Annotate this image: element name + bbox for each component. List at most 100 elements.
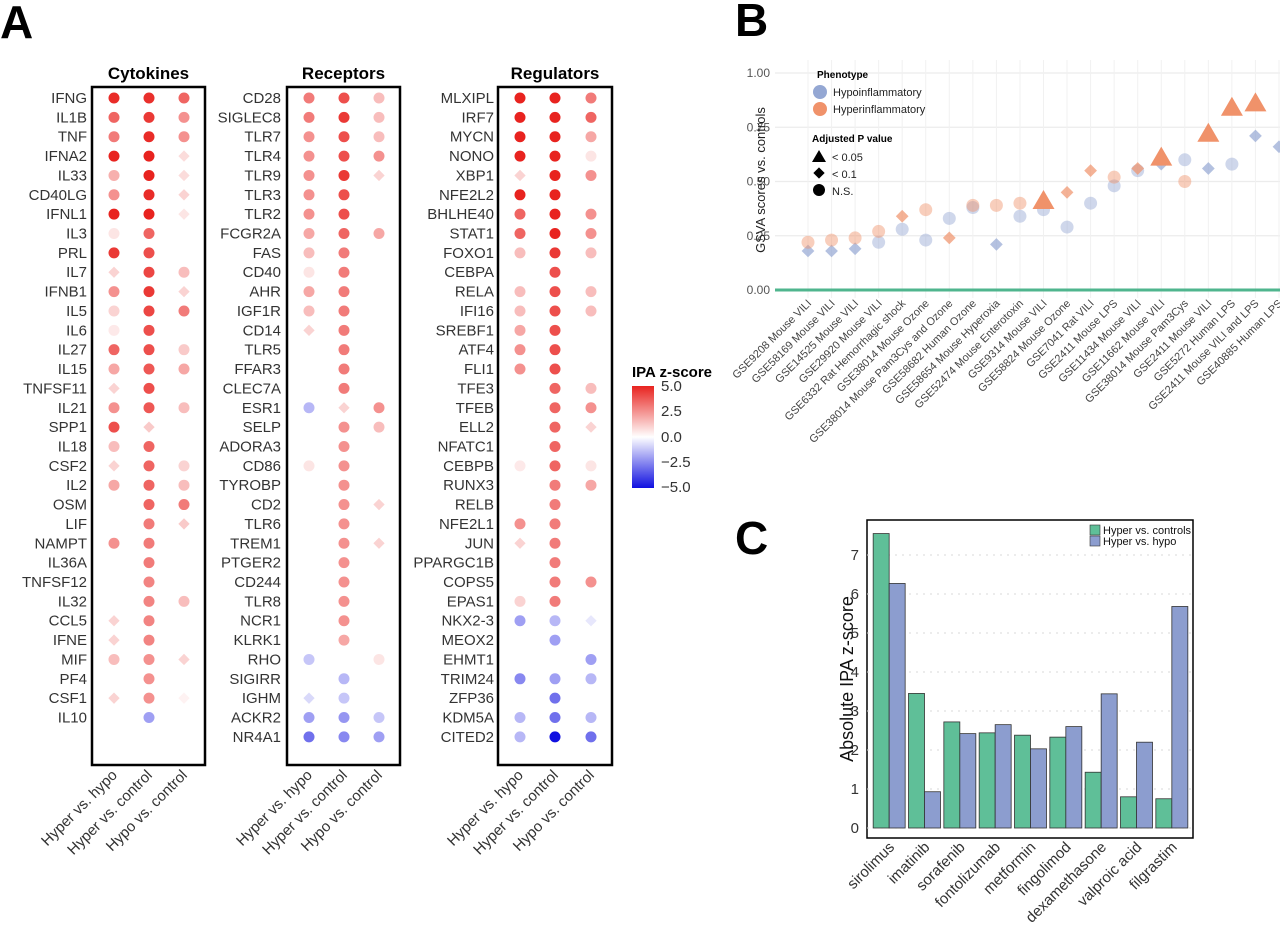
dot-csf1-hyper-vs-control — [143, 692, 155, 704]
dot-xbp1-hypo-vs-control — [585, 169, 597, 181]
point-hypoinflammatory-13 — [1107, 179, 1121, 193]
dot-irf7-hypo-vs-control — [585, 111, 597, 123]
y-tick-label-c-5: 5 — [851, 625, 859, 642]
dot-trim24-hypo-vs-control — [585, 673, 597, 685]
row-label-cd40: CD40 — [243, 264, 281, 281]
row-label-ifi16: IFI16 — [460, 303, 494, 320]
bar-hyper-vs-hypo-metformin — [1030, 748, 1047, 829]
row-label-cebpb: CEBPB — [443, 458, 494, 475]
dot-tlr4-hyper-vs-control — [338, 150, 350, 162]
dot-ccl5-hyper-vs-control — [143, 615, 155, 627]
row-label-tlr3: TLR3 — [244, 187, 281, 204]
row-label-trim24: TRIM24 — [441, 671, 494, 688]
dot-nr4a1-hyper-vs-control — [338, 731, 350, 743]
dot-ifna2-hypo-vs-control — [178, 150, 190, 162]
dot-csf1-hyper-vs-hypo — [108, 692, 120, 704]
dot-ifi16-hyper-vs-control — [549, 305, 561, 317]
dot-tnf-hypo-vs-control — [178, 131, 190, 143]
dot-il6-hyper-vs-hypo — [108, 324, 120, 336]
dot-cd86-hyper-vs-control — [338, 460, 350, 472]
y-tick-label-c-4: 4 — [851, 664, 859, 681]
dot-ighm-hyper-vs-hypo — [303, 692, 315, 704]
row-label-xbp1: XBP1 — [456, 167, 494, 184]
dot-tlr7-hypo-vs-control — [373, 131, 385, 143]
dot-mycn-hypo-vs-control — [585, 131, 597, 143]
dot-nr4a1-hyper-vs-hypo — [303, 731, 315, 743]
dot-osm-hyper-vs-control — [143, 499, 155, 511]
row-label-il18: IL18 — [58, 438, 87, 455]
row-label-adora3: ADORA3 — [219, 438, 281, 455]
bar-hyper-vs-controls-imatinib — [908, 693, 925, 829]
row-label-cd244: CD244 — [234, 574, 281, 591]
dot-igf1r-hyper-vs-hypo — [303, 305, 315, 317]
dot-il1b-hyper-vs-control — [143, 111, 155, 123]
dot-cd2-hyper-vs-control — [338, 499, 350, 511]
point-hypoinflammatory-6 — [942, 211, 956, 225]
dot-cd28-hyper-vs-hypo — [303, 92, 315, 104]
dot-cited2-hyper-vs-hypo — [514, 731, 526, 743]
dot-il15-hyper-vs-hypo — [108, 363, 120, 375]
dot-bhlhe40-hyper-vs-control — [549, 208, 561, 220]
dot-siglec8-hypo-vs-control — [373, 111, 385, 123]
dot-cops5-hypo-vs-control — [585, 576, 597, 588]
point-hyperinflammatory-15 — [1150, 146, 1173, 166]
row-label-tnfsf12: TNFSF12 — [22, 574, 87, 591]
row-label-selp: SELP — [243, 419, 281, 436]
row-label-rela: RELA — [455, 284, 494, 301]
pvalue-legend-marker-triangle — [812, 150, 826, 162]
dot-il33-hyper-vs-control — [143, 169, 155, 181]
point-hyperinflammatory-5 — [919, 203, 933, 217]
dot-fcgr2a-hyper-vs-hypo — [303, 228, 315, 240]
dot-il7-hyper-vs-control — [143, 266, 155, 278]
dot-il5-hypo-vs-control — [178, 305, 190, 317]
group-title-receptors: Receptors — [302, 64, 385, 83]
dot-fas-hyper-vs-control — [338, 247, 350, 259]
row-label-tnfsf11: TNFSF11 — [23, 380, 87, 397]
dot-tfeb-hypo-vs-control — [585, 402, 597, 414]
point-hypoinflammatory-11 — [1060, 220, 1074, 234]
point-hyperinflammatory-8 — [989, 198, 1003, 212]
row-label-nfe2l2: NFE2L2 — [439, 187, 494, 204]
pvalue-legend-label-0: < 0.05 — [832, 152, 863, 164]
dot-il6-hyper-vs-control — [143, 324, 155, 336]
row-label-il5: IL5 — [66, 303, 87, 320]
row-label-cd14: CD14 — [243, 322, 281, 339]
row-label-cd40lg: CD40LG — [29, 187, 87, 204]
row-label-fli1: FLI1 — [464, 361, 494, 378]
phenotype-legend-title: Phenotype — [817, 70, 869, 81]
point-hyperinflammatory-18 — [1220, 96, 1243, 116]
y-axis-title: GSVA scores vs. controls — [753, 107, 768, 253]
dot-jun-hyper-vs-control — [549, 537, 561, 549]
row-label-tlr6: TLR6 — [244, 516, 281, 533]
dot-tnf-hyper-vs-control — [143, 131, 155, 143]
y-tick-label-c-0: 0 — [851, 820, 859, 837]
dot-tfe3-hyper-vs-control — [549, 382, 561, 394]
legend-swatch-hyper-vs-controls — [1089, 524, 1101, 536]
y-tick-label-2: 0.50 — [747, 175, 771, 189]
dot-clec7a-hyper-vs-control — [338, 382, 350, 394]
row-label-tnf: TNF — [58, 129, 87, 146]
x-tick-label-c-sirolimus: sirolimus — [844, 839, 898, 893]
dot-ifna2-hyper-vs-control — [143, 150, 155, 162]
legend-swatch-hyper-vs-hypo — [1089, 535, 1101, 547]
bar-hyper-vs-controls-fingolimod — [1049, 736, 1067, 829]
bar-hyper-vs-controls-metformin — [1014, 734, 1031, 829]
row-label-ighm: IGHM — [242, 690, 281, 707]
row-label-cd86: CD86 — [243, 458, 281, 475]
dot-osm-hypo-vs-control — [178, 499, 190, 511]
dot-nr4a1-hypo-vs-control — [373, 731, 385, 743]
bar-hyper-vs-hypo-valproic-acid — [1136, 741, 1153, 829]
dot-ifnb1-hyper-vs-control — [143, 286, 155, 298]
point-hypoinflammatory-17 — [1201, 162, 1215, 175]
phenotype-legend-label-hyperinflammatory: Hyperinflammatory — [833, 104, 926, 116]
point-hypoinflammatory-12 — [1084, 196, 1098, 210]
dot-ffar3-hyper-vs-control — [338, 363, 350, 375]
dot-cebpb-hyper-vs-control — [549, 460, 561, 472]
dot-rela-hypo-vs-control — [585, 286, 597, 298]
dot-ncr1-hyper-vs-control — [338, 615, 350, 627]
group-box-cytokines — [90, 85, 207, 767]
dot-rela-hyper-vs-hypo — [514, 286, 526, 298]
row-label-ifng: IFNG — [51, 90, 87, 107]
row-label-ell2: ELL2 — [459, 419, 494, 436]
